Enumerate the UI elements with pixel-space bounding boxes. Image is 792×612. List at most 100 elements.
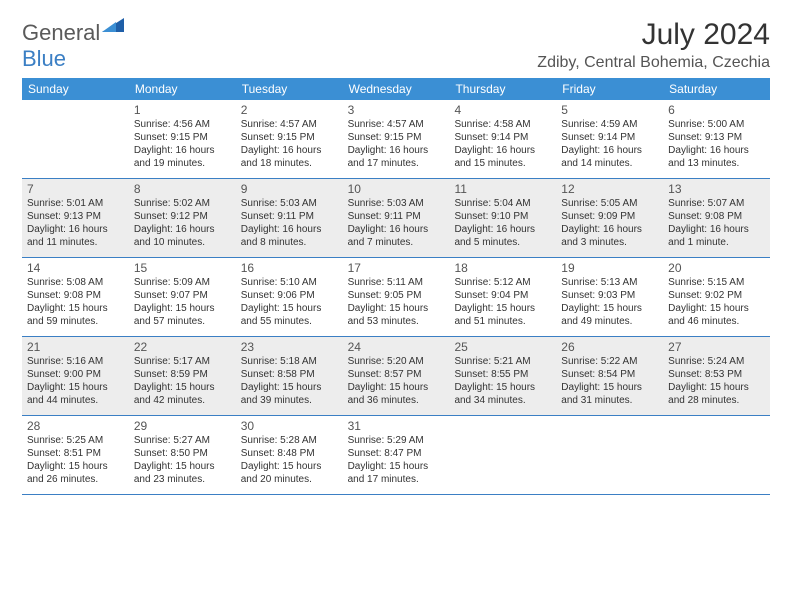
day-daylight2: and 1 minute. <box>668 236 765 249</box>
logo-text: GeneralBlue <box>22 20 124 72</box>
day-sunset: Sunset: 9:06 PM <box>241 289 338 302</box>
day-daylight1: Daylight: 15 hours <box>134 302 231 315</box>
day-sunset: Sunset: 8:54 PM <box>561 368 658 381</box>
weekday-monday: Monday <box>129 78 236 100</box>
day-sunset: Sunset: 9:00 PM <box>27 368 124 381</box>
day-daylight1: Daylight: 16 hours <box>27 223 124 236</box>
day-info: Sunrise: 5:16 AMSunset: 9:00 PMDaylight:… <box>27 355 124 407</box>
day-info: Sunrise: 5:25 AMSunset: 8:51 PMDaylight:… <box>27 434 124 486</box>
day-daylight2: and 51 minutes. <box>454 315 551 328</box>
day-sunset: Sunset: 9:13 PM <box>668 131 765 144</box>
day-sunrise: Sunrise: 5:29 AM <box>348 434 445 447</box>
day-sunrise: Sunrise: 5:22 AM <box>561 355 658 368</box>
day-sunset: Sunset: 9:02 PM <box>668 289 765 302</box>
day-sunrise: Sunrise: 5:16 AM <box>27 355 124 368</box>
day-cell: 13Sunrise: 5:07 AMSunset: 9:08 PMDayligh… <box>663 179 770 257</box>
day-sunrise: Sunrise: 5:03 AM <box>348 197 445 210</box>
day-info: Sunrise: 5:05 AMSunset: 9:09 PMDaylight:… <box>561 197 658 249</box>
day-daylight1: Daylight: 16 hours <box>561 144 658 157</box>
day-sunrise: Sunrise: 5:09 AM <box>134 276 231 289</box>
day-cell <box>449 416 556 494</box>
day-cell <box>22 100 129 178</box>
day-daylight1: Daylight: 16 hours <box>454 144 551 157</box>
day-sunrise: Sunrise: 5:07 AM <box>668 197 765 210</box>
day-sunrise: Sunrise: 5:27 AM <box>134 434 231 447</box>
day-sunrise: Sunrise: 5:17 AM <box>134 355 231 368</box>
day-info: Sunrise: 4:56 AMSunset: 9:15 PMDaylight:… <box>134 118 231 170</box>
day-sunset: Sunset: 9:13 PM <box>27 210 124 223</box>
day-number: 6 <box>668 103 765 117</box>
day-number: 27 <box>668 340 765 354</box>
week-row: 14Sunrise: 5:08 AMSunset: 9:08 PMDayligh… <box>22 258 770 337</box>
day-daylight1: Daylight: 16 hours <box>668 223 765 236</box>
day-number: 4 <box>454 103 551 117</box>
day-number: 3 <box>348 103 445 117</box>
day-daylight1: Daylight: 15 hours <box>454 302 551 315</box>
day-sunset: Sunset: 9:14 PM <box>454 131 551 144</box>
day-number: 16 <box>241 261 338 275</box>
day-sunrise: Sunrise: 5:12 AM <box>454 276 551 289</box>
day-daylight2: and 19 minutes. <box>134 157 231 170</box>
day-info: Sunrise: 5:13 AMSunset: 9:03 PMDaylight:… <box>561 276 658 328</box>
day-daylight1: Daylight: 16 hours <box>348 223 445 236</box>
day-number: 15 <box>134 261 231 275</box>
day-sunset: Sunset: 9:15 PM <box>134 131 231 144</box>
day-sunrise: Sunrise: 5:00 AM <box>668 118 765 131</box>
day-sunrise: Sunrise: 5:15 AM <box>668 276 765 289</box>
day-daylight2: and 7 minutes. <box>348 236 445 249</box>
day-sunset: Sunset: 9:10 PM <box>454 210 551 223</box>
day-daylight2: and 11 minutes. <box>27 236 124 249</box>
day-number: 5 <box>561 103 658 117</box>
day-sunrise: Sunrise: 5:05 AM <box>561 197 658 210</box>
day-cell: 14Sunrise: 5:08 AMSunset: 9:08 PMDayligh… <box>22 258 129 336</box>
day-cell: 17Sunrise: 5:11 AMSunset: 9:05 PMDayligh… <box>343 258 450 336</box>
location-text: Zdiby, Central Bohemia, Czechia <box>537 54 770 72</box>
day-number: 10 <box>348 182 445 196</box>
day-sunset: Sunset: 8:50 PM <box>134 447 231 460</box>
day-daylight2: and 46 minutes. <box>668 315 765 328</box>
weekday-header-row: Sunday Monday Tuesday Wednesday Thursday… <box>22 78 770 100</box>
day-number: 12 <box>561 182 658 196</box>
day-cell: 9Sunrise: 5:03 AMSunset: 9:11 PMDaylight… <box>236 179 343 257</box>
day-daylight2: and 8 minutes. <box>241 236 338 249</box>
day-cell: 20Sunrise: 5:15 AMSunset: 9:02 PMDayligh… <box>663 258 770 336</box>
day-cell: 11Sunrise: 5:04 AMSunset: 9:10 PMDayligh… <box>449 179 556 257</box>
day-sunset: Sunset: 9:15 PM <box>241 131 338 144</box>
day-number: 24 <box>348 340 445 354</box>
day-info: Sunrise: 4:57 AMSunset: 9:15 PMDaylight:… <box>348 118 445 170</box>
day-info: Sunrise: 5:24 AMSunset: 8:53 PMDaylight:… <box>668 355 765 407</box>
day-daylight1: Daylight: 15 hours <box>561 302 658 315</box>
day-sunset: Sunset: 9:07 PM <box>134 289 231 302</box>
day-daylight2: and 20 minutes. <box>241 473 338 486</box>
day-daylight1: Daylight: 15 hours <box>561 381 658 394</box>
week-row: 21Sunrise: 5:16 AMSunset: 9:00 PMDayligh… <box>22 337 770 416</box>
day-daylight2: and 13 minutes. <box>668 157 765 170</box>
day-cell: 30Sunrise: 5:28 AMSunset: 8:48 PMDayligh… <box>236 416 343 494</box>
day-sunset: Sunset: 8:53 PM <box>668 368 765 381</box>
day-sunset: Sunset: 9:08 PM <box>27 289 124 302</box>
day-info: Sunrise: 5:09 AMSunset: 9:07 PMDaylight:… <box>134 276 231 328</box>
day-daylight2: and 3 minutes. <box>561 236 658 249</box>
day-info: Sunrise: 5:12 AMSunset: 9:04 PMDaylight:… <box>454 276 551 328</box>
day-daylight2: and 49 minutes. <box>561 315 658 328</box>
day-info: Sunrise: 5:08 AMSunset: 9:08 PMDaylight:… <box>27 276 124 328</box>
day-info: Sunrise: 5:21 AMSunset: 8:55 PMDaylight:… <box>454 355 551 407</box>
day-number: 20 <box>668 261 765 275</box>
day-info: Sunrise: 5:01 AMSunset: 9:13 PMDaylight:… <box>27 197 124 249</box>
day-daylight1: Daylight: 16 hours <box>241 144 338 157</box>
day-info: Sunrise: 4:59 AMSunset: 9:14 PMDaylight:… <box>561 118 658 170</box>
day-cell: 2Sunrise: 4:57 AMSunset: 9:15 PMDaylight… <box>236 100 343 178</box>
day-daylight2: and 17 minutes. <box>348 473 445 486</box>
day-cell: 16Sunrise: 5:10 AMSunset: 9:06 PMDayligh… <box>236 258 343 336</box>
day-cell: 26Sunrise: 5:22 AMSunset: 8:54 PMDayligh… <box>556 337 663 415</box>
day-number: 8 <box>134 182 231 196</box>
day-number: 2 <box>241 103 338 117</box>
day-sunset: Sunset: 8:59 PM <box>134 368 231 381</box>
day-sunrise: Sunrise: 5:08 AM <box>27 276 124 289</box>
day-daylight1: Daylight: 16 hours <box>134 144 231 157</box>
day-info: Sunrise: 5:17 AMSunset: 8:59 PMDaylight:… <box>134 355 231 407</box>
day-sunrise: Sunrise: 5:10 AM <box>241 276 338 289</box>
day-cell: 28Sunrise: 5:25 AMSunset: 8:51 PMDayligh… <box>22 416 129 494</box>
day-info: Sunrise: 5:10 AMSunset: 9:06 PMDaylight:… <box>241 276 338 328</box>
day-sunset: Sunset: 9:04 PM <box>454 289 551 302</box>
